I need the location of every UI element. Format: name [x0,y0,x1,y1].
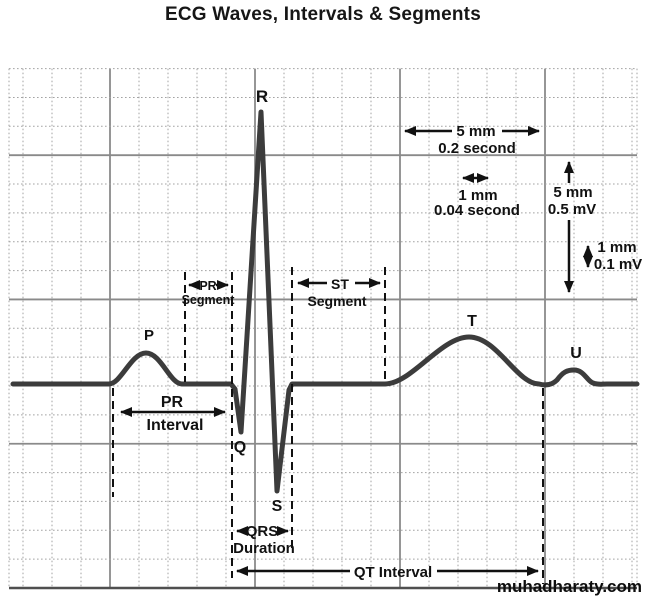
voltage-minor-value-label: 0.1 mV [594,256,642,273]
time-minor-mm-label: 1 mm [458,187,497,204]
ecg-grid [8,68,638,590]
wave-label-s: S [272,498,283,515]
wave-label-u: U [570,345,582,362]
pr-segment-label-abbr: PR [199,279,216,293]
time-major-value-label: 0.2 second [438,140,516,157]
wave-label-r: R [256,87,268,106]
time-minor-value-label: 0.04 second [434,202,520,219]
wave-label-p: P [144,327,154,344]
boundary-dashed-lines [112,267,544,584]
qt-interval-label: QT Interval [354,564,432,581]
pr-interval-label-word: Interval [147,417,204,434]
st-segment-label-word: Segment [307,293,366,309]
page-title: ECG Waves, Intervals & Segments [165,4,481,25]
ecg-trace [10,109,640,494]
voltage-minor-mm-label: 1 mm [597,239,636,256]
measurement-arrows [120,126,593,576]
st-segment-label-abbr: ST [331,276,349,292]
wave-label-t: T [467,313,477,330]
wave-labels: P R Q S T U [144,87,582,515]
watermark: muhadharaty.com [496,577,642,596]
pr-segment-label-word: Segment [182,293,236,307]
qrs-duration-label-word: Duration [233,540,295,557]
voltage-major-value-label: 0.5 mV [548,201,596,218]
time-major-mm-label: 5 mm [456,123,495,140]
qrs-duration-label-abbr: QRS [246,523,279,540]
pr-interval-label-abbr: PR [161,394,184,411]
interval-segment-labels: PR Segment ST Segment PR Interval QRS Du… [147,276,433,581]
calibration-labels: 5 mm 0.2 second 1 mm 0.04 second 5 mm 0.… [434,123,642,273]
voltage-major-mm-label: 5 mm [553,184,592,201]
wave-label-q: Q [234,439,246,456]
